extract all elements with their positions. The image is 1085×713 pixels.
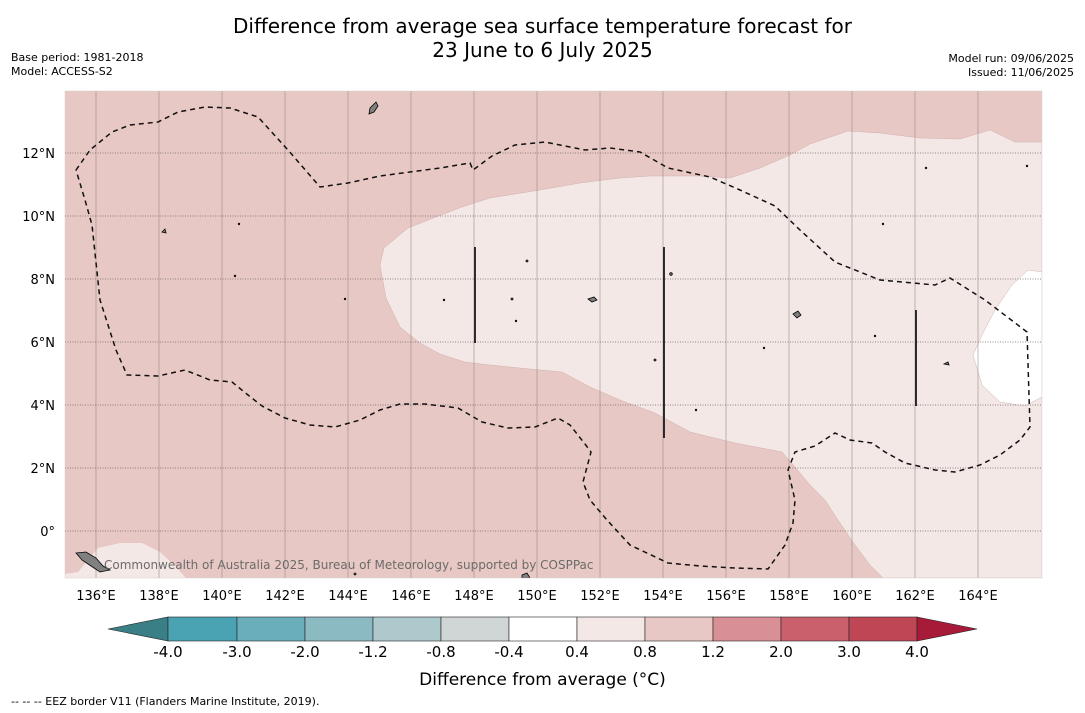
colorbar-label: 3.0 (837, 643, 861, 661)
colorbar-label: -0.8 (426, 643, 456, 661)
y-tick-label: 0° (40, 525, 55, 540)
x-tick-label: 138°E (139, 589, 179, 604)
chart-title: Difference from average sea surface temp… (0, 14, 1085, 62)
meta-left: Base period: 1981-2018 Model: ACCESS-S2 (11, 51, 143, 79)
issued-date: Issued: 11/06/2025 (967, 66, 1074, 79)
x-tick-label: 140°E (202, 589, 242, 604)
map-credit: Commonwealth of Australia 2025, Bureau o… (104, 558, 594, 572)
colorbar-label: 2.0 (769, 643, 793, 661)
colorbar-label: -1.2 (358, 643, 388, 661)
y-tick-label: 8°N (31, 273, 56, 288)
colorbar-title: Difference from average (°C) (419, 670, 666, 690)
colorbar-swatch (304, 616, 374, 642)
eez-footnote: -- -- -- EEZ border V11 (Flanders Marine… (11, 695, 320, 708)
colorbar-label: -2.0 (290, 643, 320, 661)
chuuk-island (587, 296, 598, 303)
colorbar-swatch (644, 616, 714, 642)
manus-island (521, 572, 531, 578)
x-axis-labels: 136°E 138°E 140°E 142°E 144°E 146°E 148°… (76, 589, 998, 604)
y-axis-labels: 12°N 10°N 8°N 6°N 4°N 2°N 0° (22, 147, 55, 540)
base-period: Base period: 1981-2018 (11, 51, 144, 64)
colorbar-label: 0.4 (565, 643, 589, 661)
colorbar-low-extend (107, 616, 169, 642)
title-line-1: Difference from average sea surface temp… (232, 14, 852, 38)
model-run: Model run: 09/06/2025 (948, 52, 1074, 65)
colorbar-swatch (712, 616, 782, 642)
colorbar-swatch (848, 616, 918, 642)
colorbar-swatch (372, 616, 442, 642)
guam-island (368, 101, 379, 115)
model-name: Model: ACCESS-S2 (11, 65, 113, 78)
colorbar-swatch (780, 616, 850, 642)
x-tick-label: 158°E (769, 589, 809, 604)
colorbar-swatch (167, 616, 238, 642)
eez-fsm-palau (75, 106, 1031, 570)
colorbar-swatch (576, 616, 646, 642)
kosrae-island (942, 361, 950, 366)
x-tick-label: 150°E (517, 589, 557, 604)
x-tick-label: 146°E (391, 589, 431, 604)
colorbar-label: -0.4 (494, 643, 524, 661)
x-tick-label: 160°E (832, 589, 872, 604)
x-tick-label: 164°E (958, 589, 998, 604)
x-tick-label: 152°E (580, 589, 620, 604)
graticule (95, 91, 979, 578)
x-tick-label: 142°E (265, 589, 305, 604)
yap-island (161, 228, 167, 234)
colorbar-label: -4.0 (153, 643, 183, 661)
x-tick-label: 154°E (643, 589, 683, 604)
map-frame (64, 90, 1043, 579)
parallels (65, 152, 1042, 532)
y-tick-label: 2°N (31, 462, 56, 477)
y-tick-label: 4°N (31, 399, 56, 414)
x-tick-label: 144°E (328, 589, 368, 604)
colorbar-swatch (440, 616, 510, 642)
pohnpei-island (792, 310, 802, 319)
islands (75, 101, 1029, 578)
colorbar (107, 616, 978, 642)
model-lines (474, 247, 917, 438)
colorbar-label: 1.2 (701, 643, 725, 661)
eez-borders (75, 106, 1031, 570)
band-0.4-0.8 (379, 129, 1042, 578)
title-line-2: 23 June to 6 July 2025 (432, 38, 653, 62)
x-tick-label: 156°E (706, 589, 746, 604)
y-tick-label: 12°N (22, 147, 55, 162)
y-tick-label: 6°N (31, 336, 56, 351)
colorbar-label: -3.0 (222, 643, 252, 661)
colorbar-label: 4.0 (905, 643, 929, 661)
colorbar-high-extend (916, 616, 978, 642)
colorbar-swatch (236, 616, 306, 642)
colorbar-swatch (508, 616, 578, 642)
colorbar-label: 0.8 (633, 643, 657, 661)
y-tick-label: 10°N (22, 210, 55, 225)
band-neutral (972, 269, 1042, 407)
x-tick-label: 162°E (895, 589, 935, 604)
papua-coast (75, 551, 112, 573)
x-tick-label: 136°E (76, 589, 116, 604)
x-tick-label: 148°E (454, 589, 494, 604)
meta-right: Model run: 09/06/2025 Issued: 11/06/2025 (948, 52, 1074, 80)
